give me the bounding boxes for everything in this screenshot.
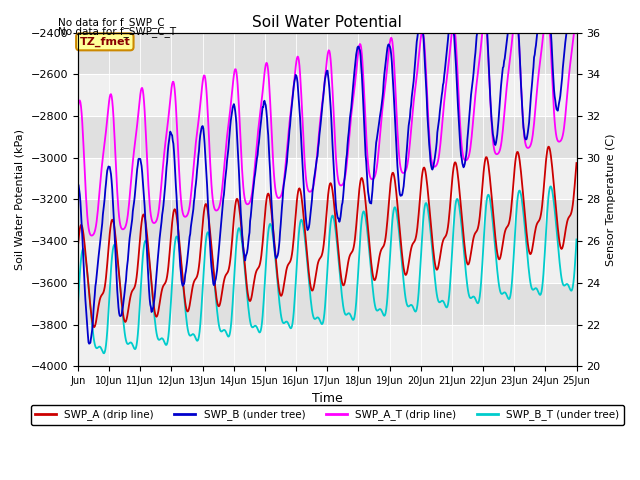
Bar	[78, 200, 577, 241]
Y-axis label: Soil Water Potential (kPa): Soil Water Potential (kPa)	[15, 129, 25, 270]
Legend: SWP_A (drip line), SWP_B (under tree), SWP_A_T (drip line), SWP_B_T (under tree): SWP_A (drip line), SWP_B (under tree), S…	[31, 406, 624, 425]
X-axis label: Time: Time	[312, 392, 342, 405]
Bar	[78, 116, 577, 158]
Text: No data for f_SWP_C_T: No data for f_SWP_C_T	[58, 26, 176, 37]
Bar	[78, 33, 577, 74]
Bar	[78, 324, 577, 366]
Y-axis label: Sensor Temperature (C): Sensor Temperature (C)	[606, 133, 616, 266]
Bar	[78, 283, 577, 324]
Title: Soil Water Potential: Soil Water Potential	[252, 15, 402, 30]
Bar	[78, 74, 577, 116]
Bar	[78, 241, 577, 283]
Text: TZ_fmet: TZ_fmet	[79, 37, 130, 47]
Text: No data for f_SWP_C: No data for f_SWP_C	[58, 17, 164, 28]
Bar	[78, 158, 577, 200]
